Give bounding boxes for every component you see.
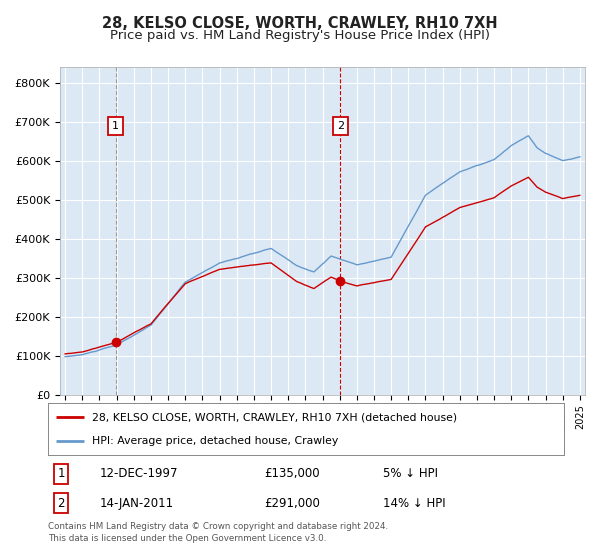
Text: 14% ↓ HPI: 14% ↓ HPI <box>383 497 446 510</box>
Text: 2: 2 <box>337 121 344 131</box>
Text: 1: 1 <box>57 468 65 480</box>
Text: 28, KELSO CLOSE, WORTH, CRAWLEY, RH10 7XH: 28, KELSO CLOSE, WORTH, CRAWLEY, RH10 7X… <box>102 16 498 31</box>
Text: 2: 2 <box>57 497 65 510</box>
Text: 12-DEC-1997: 12-DEC-1997 <box>100 468 178 480</box>
Text: Price paid vs. HM Land Registry's House Price Index (HPI): Price paid vs. HM Land Registry's House … <box>110 29 490 42</box>
Text: 28, KELSO CLOSE, WORTH, CRAWLEY, RH10 7XH (detached house): 28, KELSO CLOSE, WORTH, CRAWLEY, RH10 7X… <box>92 412 457 422</box>
Text: £291,000: £291,000 <box>265 497 320 510</box>
Text: 14-JAN-2011: 14-JAN-2011 <box>100 497 174 510</box>
Text: Contains HM Land Registry data © Crown copyright and database right 2024.
This d: Contains HM Land Registry data © Crown c… <box>48 522 388 543</box>
Text: 5% ↓ HPI: 5% ↓ HPI <box>383 468 439 480</box>
Text: 1: 1 <box>112 121 119 131</box>
Text: £135,000: £135,000 <box>265 468 320 480</box>
Text: HPI: Average price, detached house, Crawley: HPI: Average price, detached house, Craw… <box>92 436 338 446</box>
